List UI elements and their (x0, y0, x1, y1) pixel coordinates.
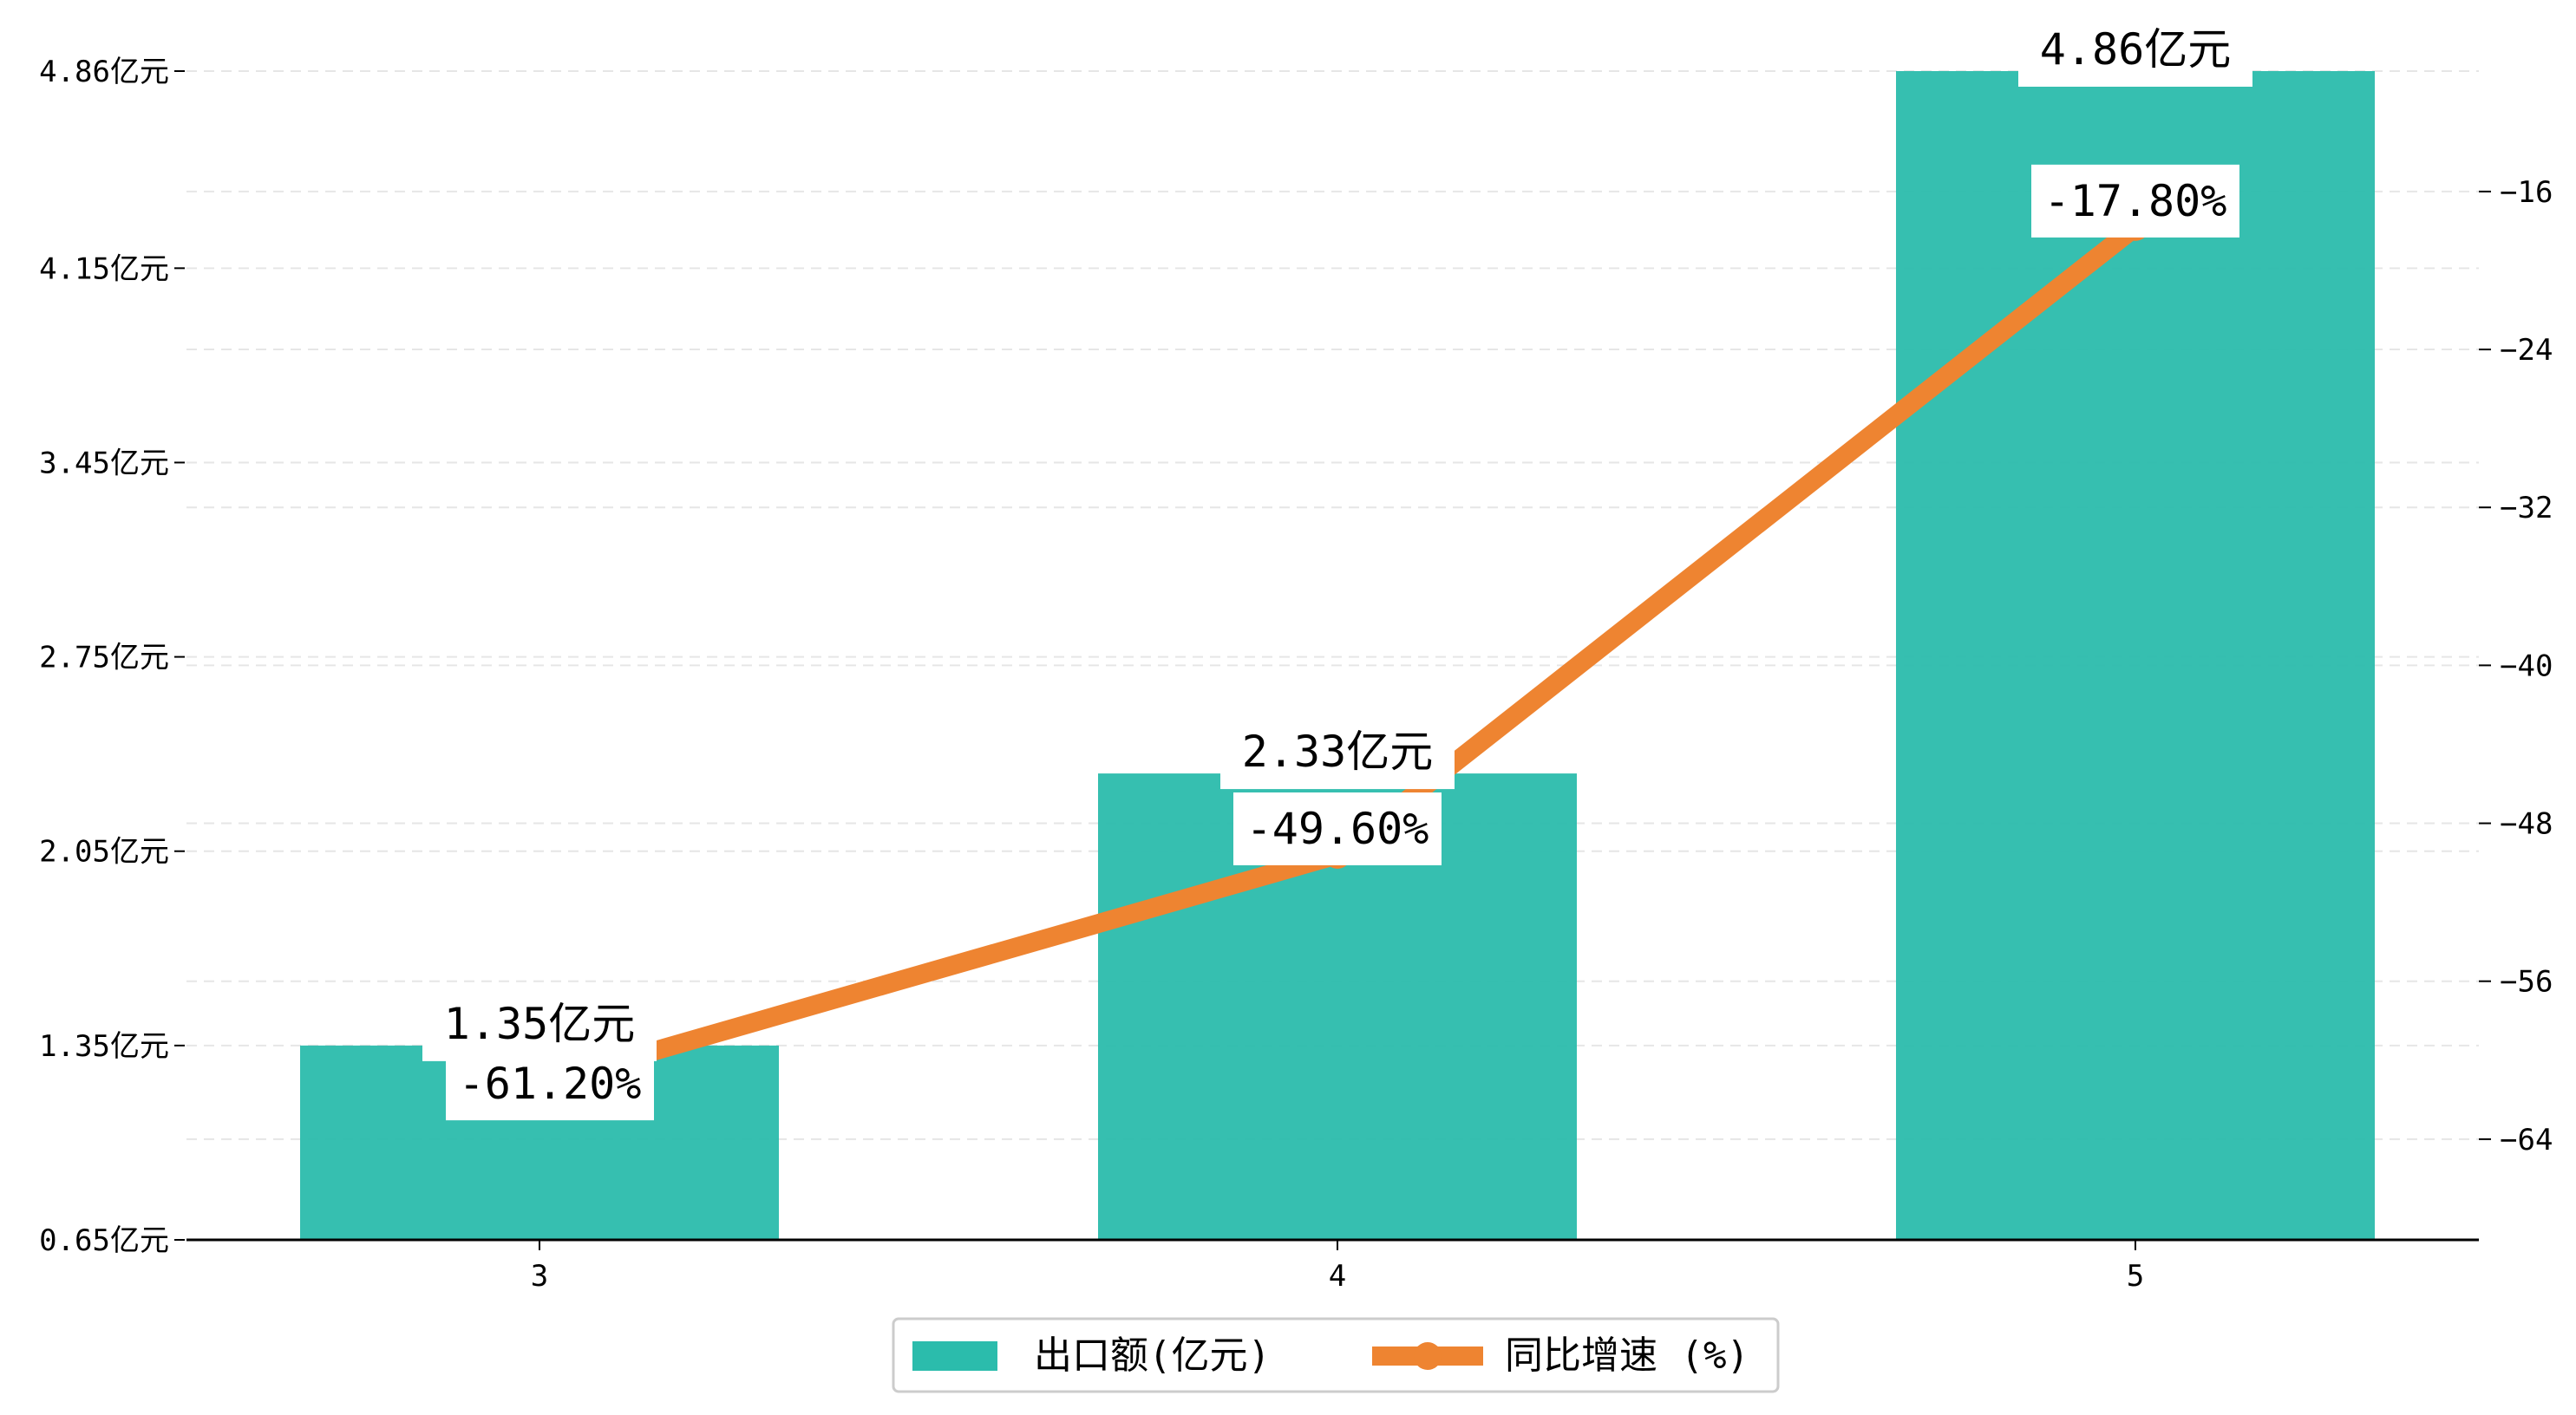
y-right-tick-label-4: −32 (2500, 491, 2553, 525)
line-label-box-3 (446, 1047, 654, 1121)
y-right-tick-label-3: −40 (2500, 649, 2553, 683)
line-value-label-3: -61.20% (459, 1059, 642, 1109)
y-right-tick-label-1: −56 (2500, 965, 2553, 1000)
bar-value-label-3: 1.35亿元 (444, 999, 635, 1049)
bar-label-box-5 (2018, 21, 2252, 87)
x-tick-label-4: 4 (1329, 1259, 1346, 1294)
y-right-tick-label-0: −64 (2500, 1123, 2553, 1157)
bar-series (300, 71, 2375, 1240)
y-left-tick-label-3: 2.75亿元 (39, 641, 169, 675)
legend-swatch-marker (1414, 1342, 1442, 1370)
bar-value-label-5: 4.86亿元 (2040, 24, 2231, 75)
bar-5 (1896, 71, 2375, 1240)
legend-frame (892, 1317, 1780, 1393)
y-left-tick-label-2: 2.05亿元 (39, 835, 169, 870)
y-left-tick-label-4: 3.45亿元 (39, 446, 169, 480)
bar-label-box-4 (1220, 723, 1455, 790)
legend-swatch-bar (912, 1341, 997, 1371)
line-value-label-5: -17.80% (2044, 176, 2227, 226)
y-left-tick-label-5: 4.15亿元 (39, 251, 169, 286)
bar-value-label-4: 2.33亿元 (1242, 727, 1433, 777)
line-label-box-4 (1233, 792, 1442, 865)
y-right-tick-label-6: −16 (2500, 175, 2553, 210)
data-labels: 1.35亿元 2.33亿元 4.86亿元 -61.20% -49.60% -17.80% (422, 21, 2252, 1121)
x-tick-label-3: 3 (531, 1259, 548, 1294)
y-left-tick-label-1: 1.35亿元 (39, 1029, 169, 1064)
x-tick-label-5: 5 (2127, 1259, 2144, 1294)
y-left-tick-label-6: 4.86亿元 (39, 55, 169, 89)
line-label-box-5 (2031, 164, 2239, 238)
legend: 出口额(亿元) 同比增速 (%) (892, 1317, 1780, 1393)
y-right-tick-label-5: −24 (2500, 333, 2553, 368)
y-left-tick-label-0: 0.65亿元 (39, 1223, 169, 1258)
axes: 3 4 5 0.65亿元 1.35亿元 2.05亿元 2.75亿元 3.45亿元 4.15亿元 4… (39, 55, 2553, 1294)
line-value-label-4: -49.60% (1246, 804, 1429, 854)
legend-label-bar: 出口额(亿元) (1034, 1333, 1271, 1378)
legend-label-line: 同比增速 (%) (1505, 1333, 1749, 1378)
y-right-tick-label-2: −48 (2500, 807, 2553, 842)
